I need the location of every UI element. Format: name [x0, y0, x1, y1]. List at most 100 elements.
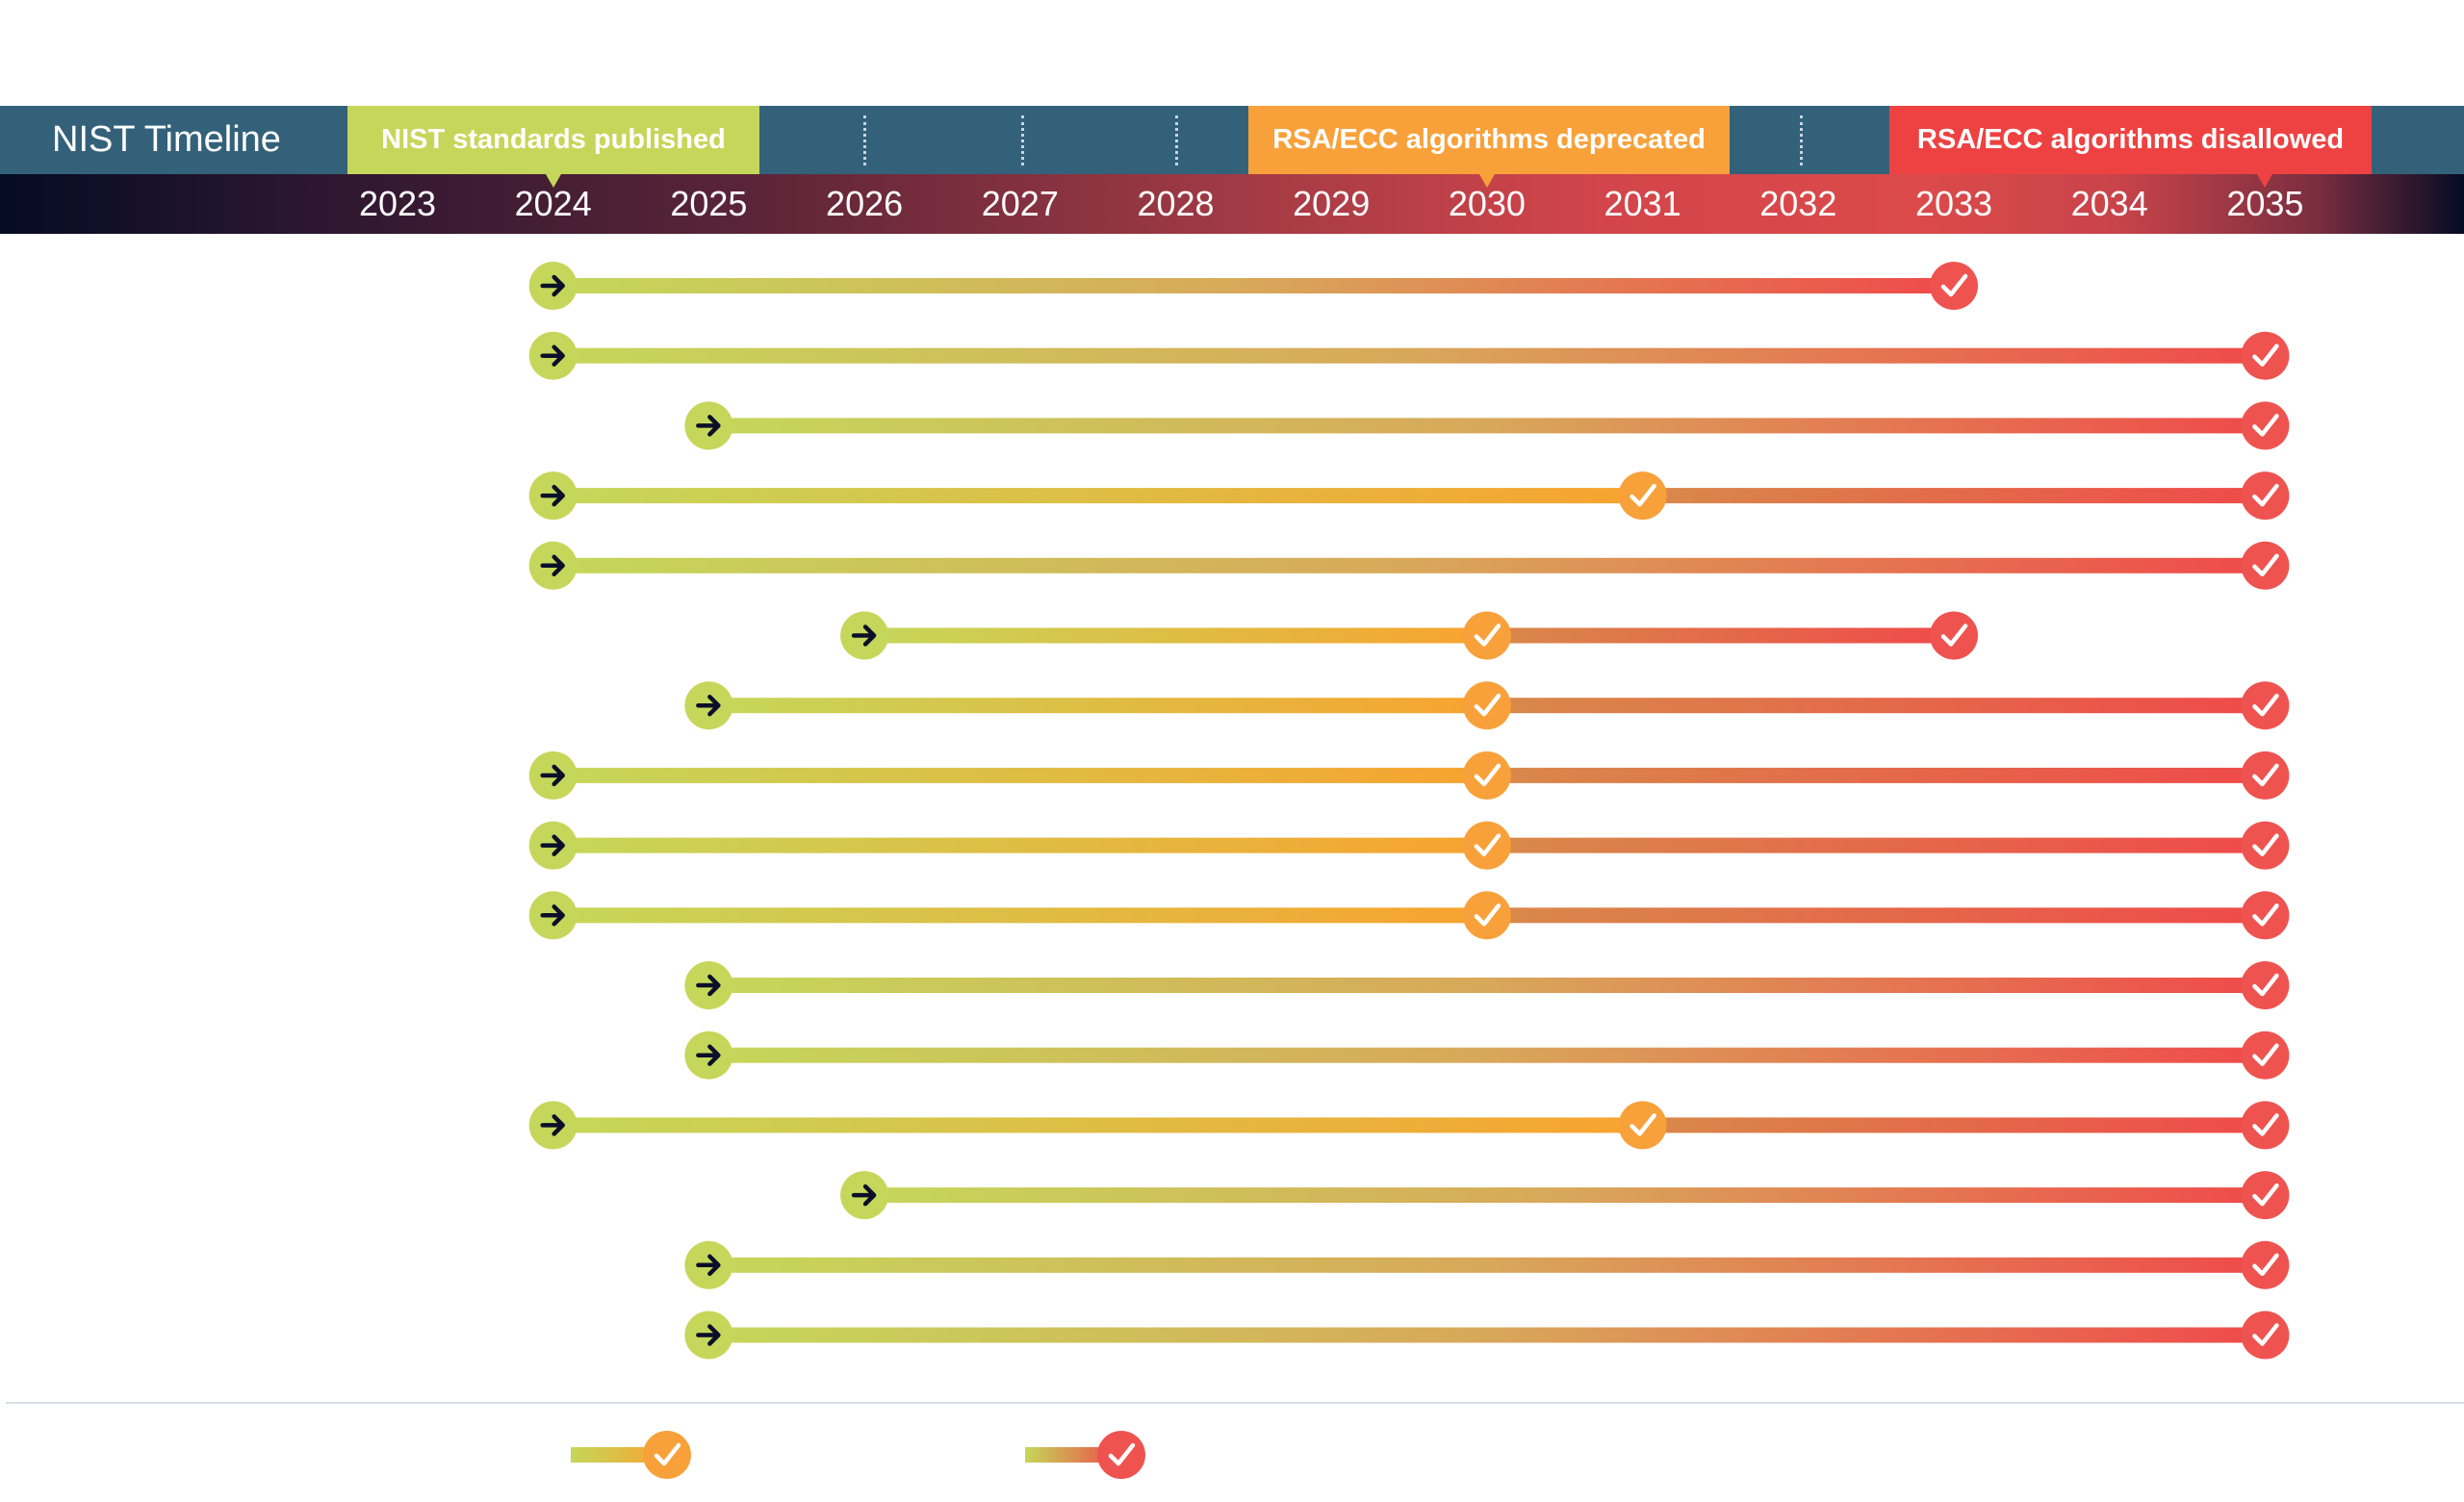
- x-tick-label: 2033: [1914, 184, 1993, 223]
- legend-swatch: [571, 1447, 667, 1463]
- check-icon: [1474, 833, 1502, 856]
- bar-segment: [552, 278, 1955, 293]
- bar-segment: [708, 1257, 2266, 1273]
- timeline-row: [684, 961, 2290, 1009]
- x-tick-label: 2032: [1759, 184, 1837, 223]
- x-tick-label: 2031: [1604, 184, 1681, 223]
- bar-segment-active: [552, 907, 1487, 924]
- arrow-right-icon: [540, 484, 565, 507]
- disallowed-marker: [2241, 401, 2290, 450]
- year-axis-band: [0, 174, 2464, 234]
- timeline-row: [840, 1171, 2290, 1220]
- disallowed-marker: [2241, 1311, 2290, 1360]
- x-tick-label: 2023: [358, 184, 437, 223]
- check-icon: [1474, 693, 1502, 717]
- disallowed-marker: [2241, 1031, 2290, 1080]
- check-icon: [2252, 1113, 2279, 1136]
- check-icon: [2252, 693, 2279, 717]
- check-icon: [2252, 414, 2279, 437]
- deprecated-marker: [1462, 681, 1511, 730]
- arrow-right-icon: [540, 764, 565, 787]
- milestone-pointer-icon: [546, 174, 561, 188]
- disallowed-marker: [2241, 961, 2290, 1009]
- deprecated-marker: [1462, 891, 1511, 940]
- arrow-right-icon: [540, 1114, 565, 1136]
- year-divider: [863, 115, 866, 165]
- bar-segment-deprecated: [1642, 488, 2266, 504]
- timeline-row: [528, 821, 2290, 870]
- check-icon: [1940, 273, 1968, 297]
- check-icon: [2252, 344, 2279, 367]
- arrow-right-icon: [540, 344, 565, 367]
- bar-segment-deprecated: [1486, 698, 2266, 714]
- timeline-row: [840, 611, 1978, 660]
- timeline-row: [528, 471, 2290, 521]
- year-divider: [1800, 115, 1803, 165]
- x-tick-label: 2028: [1137, 184, 1215, 223]
- check-icon: [2252, 833, 2279, 856]
- timeline-row: [528, 331, 2290, 380]
- legend-deprecated: [571, 1431, 691, 1479]
- deprecated-marker: [1462, 611, 1511, 660]
- check-icon: [2252, 1323, 2279, 1346]
- check-icon: [2252, 1253, 2279, 1277]
- check-icon: [1630, 1113, 1656, 1136]
- timeline-row: [684, 681, 2290, 730]
- timeline-row: [528, 1101, 2290, 1150]
- milestone-published: NIST standards published: [347, 106, 759, 188]
- arrow-right-icon: [540, 274, 565, 297]
- milestone-published-label: NIST standards published: [381, 124, 726, 155]
- bar-segment: [708, 1327, 2266, 1343]
- x-tick-label: 2025: [670, 184, 748, 223]
- arrow-right-icon: [851, 624, 877, 647]
- page-title: NIST Timeline: [52, 119, 281, 160]
- check-icon: [2252, 904, 2279, 927]
- timeline-row: [528, 751, 2290, 800]
- timeline-row: [684, 1031, 2290, 1080]
- disallowed-marker: [2241, 891, 2290, 940]
- legend-disallowed: [1025, 1431, 1145, 1479]
- arrow-right-icon: [696, 694, 721, 717]
- arrow-right-icon: [851, 1184, 877, 1207]
- year-divider: [1021, 115, 1024, 165]
- bar-segment-active: [552, 488, 1643, 504]
- milestone-deprecated-label: RSA/ECC algorithms deprecated: [1272, 124, 1706, 155]
- x-tick-label: 2029: [1293, 184, 1371, 223]
- x-tick-label: 2030: [1448, 184, 1526, 223]
- bar-segment-active: [552, 1117, 1643, 1133]
- timeline-row: [528, 541, 2290, 590]
- milestone-disallowed-label: RSA/ECC algorithms disallowed: [1916, 124, 2345, 155]
- disallowed-marker: [2241, 1101, 2290, 1150]
- deprecated-marker: [1462, 751, 1511, 800]
- arrow-right-icon: [696, 1324, 721, 1346]
- check-icon: [2252, 973, 2279, 997]
- milestone-disallowed: RSA/ECC algorithms disallowed: [1889, 106, 2372, 188]
- arrow-right-icon: [696, 415, 721, 437]
- bar-segment-active: [552, 837, 1487, 853]
- check-icon: [1474, 624, 1502, 647]
- disallowed-marker: [2241, 331, 2290, 380]
- bar-segment: [552, 557, 2266, 573]
- deprecated-marker: [1618, 471, 1667, 521]
- check-icon: [1940, 624, 1968, 647]
- check-icon: [2252, 763, 2279, 787]
- disallowed-marker: [2241, 681, 2290, 730]
- x-tick-label: 2035: [2226, 184, 2304, 223]
- bar-segment: [708, 418, 2266, 434]
- arrow-right-icon: [540, 554, 565, 577]
- x-tick-label: 2026: [826, 184, 904, 223]
- disallowed-marker: [2241, 541, 2290, 590]
- legend-divider: [6, 1402, 2464, 1404]
- bar-segment-deprecated: [1486, 627, 1954, 644]
- bar-segment-active: [708, 698, 1487, 714]
- check-icon: [2252, 1043, 2279, 1066]
- check-icon: [1630, 483, 1656, 507]
- check-icon: [2252, 1183, 2279, 1207]
- timeline-row: [684, 1240, 2290, 1289]
- milestone-pointer-icon: [1479, 174, 1495, 188]
- disallowed-marker: [2241, 471, 2290, 521]
- arrow-right-icon: [540, 834, 565, 856]
- x-tick-label: 2027: [981, 184, 1059, 223]
- check-icon: [654, 1442, 681, 1466]
- bar-segment-deprecated: [1486, 767, 2266, 783]
